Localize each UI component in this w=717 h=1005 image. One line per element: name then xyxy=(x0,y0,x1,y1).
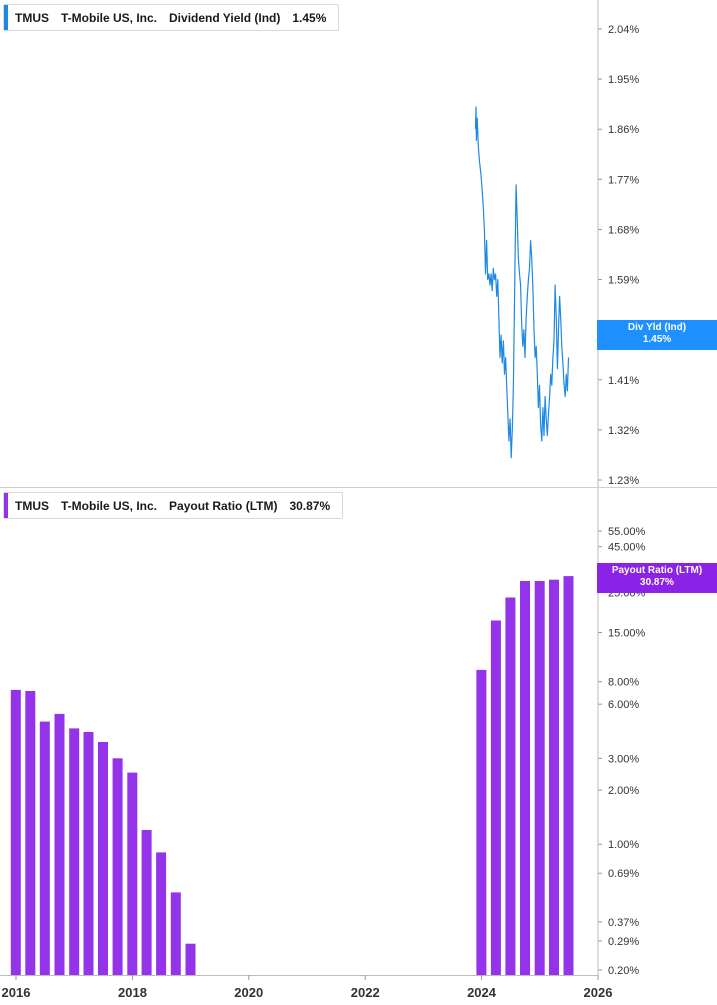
payout-ratio-bar xyxy=(112,758,123,975)
payout-ratio-bar xyxy=(476,669,487,975)
y-tick-label: 2.00% xyxy=(608,785,639,797)
dividend-yield-panel: 2.04%1.95%1.86%1.77%1.68%1.59%1.50%1.41%… xyxy=(474,0,639,487)
legend-metric: Payout Ratio (LTM) xyxy=(169,498,278,513)
payout-ratio-bar xyxy=(141,830,152,975)
payout-ratio-bar xyxy=(98,742,108,975)
series-color-swatch xyxy=(4,493,8,518)
legend-value: 1.45% xyxy=(292,10,327,25)
tag-label: Payout Ratio (LTM) xyxy=(611,565,703,576)
payout-ratio-bar xyxy=(185,943,196,975)
payout-ratio-bar xyxy=(10,689,21,975)
y-tick-label: 0.37% xyxy=(608,917,639,929)
y-tick-label: 1.59% xyxy=(608,275,639,287)
x-tick-label: 2024 xyxy=(467,985,497,1000)
y-tick-label: 45.00% xyxy=(608,542,646,554)
y-tick-label: 1.41% xyxy=(608,375,639,387)
y-tick-label: 6.00% xyxy=(608,699,639,711)
tag-value: 1.45% xyxy=(642,334,672,345)
x-axis: 2016 2018 2020 2022 2024 2026 xyxy=(0,975,612,1000)
dividend-yield-value-tag: Div Yld (Ind) 1.45% xyxy=(597,320,717,350)
payout-ratio-bar xyxy=(69,728,80,975)
y-tick-label: 55.00% xyxy=(608,526,646,538)
legend-company: T-Mobile US, Inc. xyxy=(61,498,158,513)
y-tick-label: 1.32% xyxy=(608,425,639,437)
payout-ratio-bar xyxy=(549,579,559,975)
y-tick-label: 1.95% xyxy=(608,74,639,86)
payout-ratio-bar xyxy=(54,713,65,975)
y-tick-label: 0.69% xyxy=(608,868,639,880)
y-tick-label: 0.20% xyxy=(608,965,639,977)
x-tick-label: 2020 xyxy=(234,985,263,1000)
y-tick-label: 15.00% xyxy=(608,628,646,640)
legend-ticker: TMUS xyxy=(15,498,49,513)
legend-ticker: TMUS xyxy=(15,10,49,25)
x-tick-label: 2018 xyxy=(118,985,147,1000)
payout-ratio-bar xyxy=(534,581,545,975)
y-tick-label: 0.29% xyxy=(608,936,639,948)
legend-company: T-Mobile US, Inc. xyxy=(61,10,158,25)
tag-value: 30.87% xyxy=(640,577,674,588)
payout-ratio-legend[interactable]: TMUS T-Mobile US, Inc. Payout Ratio (LTM… xyxy=(3,492,344,519)
payout-ratio-panel: 55.00%45.00%25.00%15.00%8.00%6.00%3.00%2… xyxy=(10,488,646,977)
tag-label: Div Yld (Ind) xyxy=(627,322,687,333)
payout-ratio-value-tag: Payout Ratio (LTM) 30.87% xyxy=(597,563,717,593)
payout-ratio-bar xyxy=(563,576,574,975)
legend-value: 30.87% xyxy=(289,498,331,513)
payout-ratio-bar xyxy=(170,892,181,975)
x-tick-label: 2026 xyxy=(584,985,613,1000)
y-tick-label: 1.00% xyxy=(608,839,639,851)
payout-ratio-bar xyxy=(490,620,501,975)
legend-metric: Dividend Yield (Ind) xyxy=(169,10,281,25)
dividend-yield-legend[interactable]: TMUS T-Mobile US, Inc. Dividend Yield (I… xyxy=(3,4,340,31)
payout-ratio-bar xyxy=(39,721,50,975)
payout-ratio-bar xyxy=(156,852,167,975)
y-tick-label: 8.00% xyxy=(608,677,639,689)
dividend-yield-line xyxy=(474,106,570,459)
y-tick-label: 1.68% xyxy=(608,224,639,236)
x-tick-label: 2022 xyxy=(351,985,380,1000)
x-tick-label: 2016 xyxy=(2,985,31,1000)
y-tick-label: 1.86% xyxy=(608,124,639,136)
y-tick-label: 2.04% xyxy=(608,24,639,36)
series-color-swatch xyxy=(4,5,8,30)
payout-ratio-bar xyxy=(520,581,530,975)
payout-ratio-bar xyxy=(25,691,36,975)
y-tick-label: 1.23% xyxy=(608,475,639,487)
payout-ratio-bar xyxy=(83,732,94,975)
payout-ratio-bar xyxy=(505,597,516,975)
payout-ratio-bar xyxy=(127,772,138,975)
y-tick-label: 3.00% xyxy=(608,753,639,765)
y-tick-label: 1.77% xyxy=(608,174,639,186)
